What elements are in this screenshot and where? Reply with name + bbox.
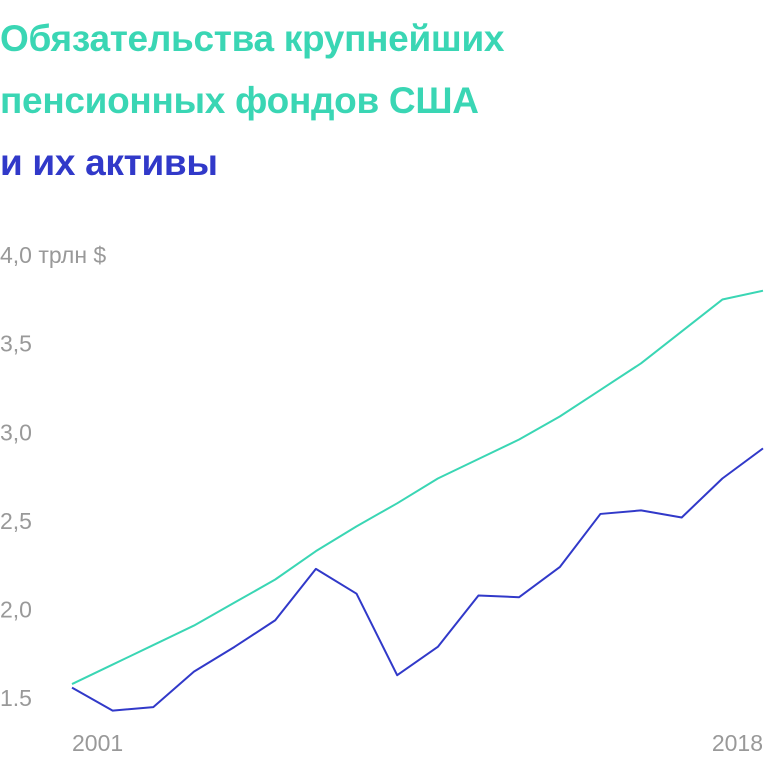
x-tick-label: 2018 — [712, 730, 763, 756]
y-tick-label: 4,0 трлн $ — [0, 242, 106, 268]
y-tick-label: 3,5 — [0, 331, 32, 357]
x-tick-label: 2001 — [72, 730, 123, 756]
title-part: Обязательства крупнейших пенсионных фонд… — [0, 18, 505, 121]
y-tick-label: 3,0 — [0, 419, 32, 445]
chart-title: Обязательства крупнейших пенсионных фонд… — [0, 8, 650, 194]
y-tick-label: 2,5 — [0, 508, 32, 534]
y-tick-label: 2,0 — [0, 596, 32, 622]
title-part: и их активы — [0, 142, 218, 183]
y-tick-label: 1.5 — [0, 685, 32, 711]
series-line — [71, 447, 764, 712]
series-line — [71, 289, 764, 685]
